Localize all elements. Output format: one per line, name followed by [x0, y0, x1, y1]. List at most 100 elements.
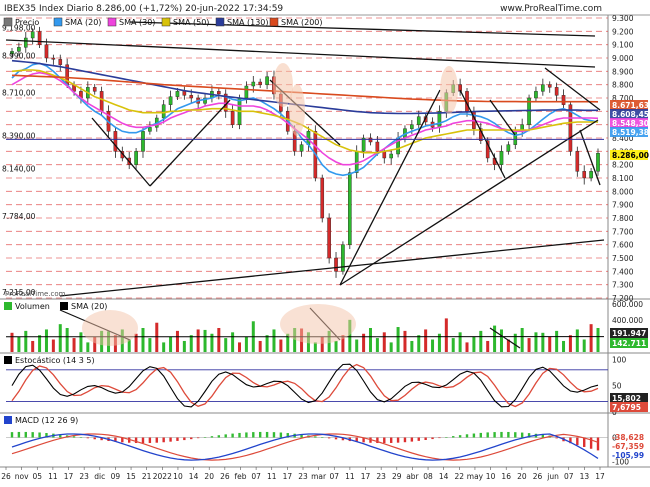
macd-histogram-bar: [438, 438, 440, 439]
volume-legend-item: SMA (20): [71, 302, 107, 311]
volume-ellipse: [82, 310, 138, 346]
candle: [148, 127, 151, 131]
x-axis-label: 22: [455, 472, 465, 481]
candle: [93, 87, 96, 91]
candle: [596, 153, 599, 171]
price-axis-tick: 9.100: [612, 41, 634, 50]
volume-bar: [424, 329, 427, 352]
volume-bar: [479, 331, 482, 352]
macd-histogram-bar: [597, 438, 599, 451]
stoch-legend-item: Estocástico (14 3 5): [15, 356, 95, 365]
macd-histogram-bar: [273, 432, 275, 437]
x-axis-label: 23: [79, 472, 89, 481]
volume-bar: [31, 341, 34, 352]
macd-histogram-bar: [197, 438, 199, 439]
candle: [38, 32, 41, 45]
volume-bar: [534, 332, 537, 352]
candle: [52, 58, 55, 59]
macd-histogram-bar: [459, 435, 461, 437]
macd-histogram-bar: [404, 438, 406, 443]
candle: [334, 258, 337, 271]
volume-bar: [197, 329, 200, 352]
volume-bar: [231, 332, 234, 352]
candle: [534, 91, 537, 98]
macd-badge-text: -105,99: [612, 451, 644, 460]
volume-bar: [24, 331, 27, 352]
x-axis-label: 11: [345, 472, 355, 481]
macd-histogram-bar: [31, 432, 33, 437]
x-axis-label: 10: [173, 472, 183, 481]
macd-histogram-bar: [252, 432, 254, 437]
highlight-ellipse: [440, 66, 458, 114]
volume-bar: [272, 329, 275, 352]
price-axis-tick: 8.200: [612, 161, 634, 170]
volume-bar: [486, 341, 489, 352]
x-axis-label: 14: [439, 472, 449, 481]
legend-swatch: [54, 18, 62, 26]
volume-bar: [431, 340, 434, 352]
price-axis-tick: 7.600: [612, 241, 634, 250]
macd-histogram-bar: [583, 438, 585, 447]
price-axis-tick: 7.800: [612, 214, 634, 223]
volume-bar: [500, 329, 503, 352]
candle: [321, 178, 324, 218]
price-badge-text: 8.519,38: [612, 128, 649, 137]
volume-bar: [224, 338, 227, 352]
macd-histogram-bar: [259, 432, 261, 438]
legend-swatch: [216, 18, 224, 26]
volume-bar: [528, 338, 531, 352]
macd-histogram-bar: [507, 432, 509, 438]
candle: [555, 87, 558, 95]
volume-bar: [583, 340, 586, 352]
x-axis-label: 17: [361, 472, 371, 481]
candle: [541, 85, 544, 92]
volume-bar: [141, 328, 144, 352]
macd-histogram-bar: [80, 437, 82, 438]
macd-badge-text: -67,359: [612, 442, 644, 451]
volume-bar: [562, 341, 565, 352]
candle: [259, 82, 262, 85]
volume-bar: [204, 330, 207, 352]
candle: [562, 95, 565, 104]
price-axis-tick: 7.300: [612, 281, 634, 290]
candle: [576, 151, 579, 171]
volume-bar: [472, 337, 475, 352]
price-axis-tick: 7.700: [612, 227, 634, 236]
candle: [348, 173, 351, 245]
volume-badge-text: 191.947: [612, 329, 646, 338]
x-axis-label: may: [467, 472, 484, 481]
candle: [500, 151, 503, 164]
candle: [190, 95, 193, 98]
macd-legend-item: MACD (12 26 9): [15, 416, 78, 425]
price-badge-text: 8.548,30: [612, 119, 649, 128]
website-label: www.ProRealTime.com: [500, 4, 602, 14]
volume-bar: [45, 329, 48, 352]
x-axis-label: 16: [501, 472, 511, 481]
candle: [590, 171, 593, 178]
volume-bar: [383, 332, 386, 352]
x-axis-label: 26: [220, 472, 230, 481]
x-axis-label: 17: [595, 472, 605, 481]
volume-bar: [493, 326, 496, 352]
x-axis-label: 10: [486, 472, 496, 481]
stoch-axis-tick: 100: [612, 355, 627, 364]
price-axis-tick: 7.400: [612, 267, 634, 276]
macd-histogram-bar: [411, 438, 413, 442]
x-axis-label: 20: [204, 472, 214, 481]
volume-bar: [390, 342, 393, 352]
legend-swatch: [162, 18, 170, 26]
x-axis-label: 11: [267, 472, 277, 481]
candle: [362, 138, 365, 151]
macd-histogram-bar: [514, 432, 516, 437]
candle: [245, 86, 248, 98]
legend-swatch: [108, 18, 116, 26]
macd-histogram-bar: [328, 438, 330, 439]
price-axis-tick: 9.300: [612, 14, 634, 23]
candle: [45, 45, 48, 58]
macd-histogram-bar: [238, 433, 240, 438]
volume-bar: [59, 324, 62, 352]
price-level-label: 8.990,00: [2, 51, 36, 60]
volume-bar: [79, 332, 82, 352]
candle: [376, 142, 379, 151]
